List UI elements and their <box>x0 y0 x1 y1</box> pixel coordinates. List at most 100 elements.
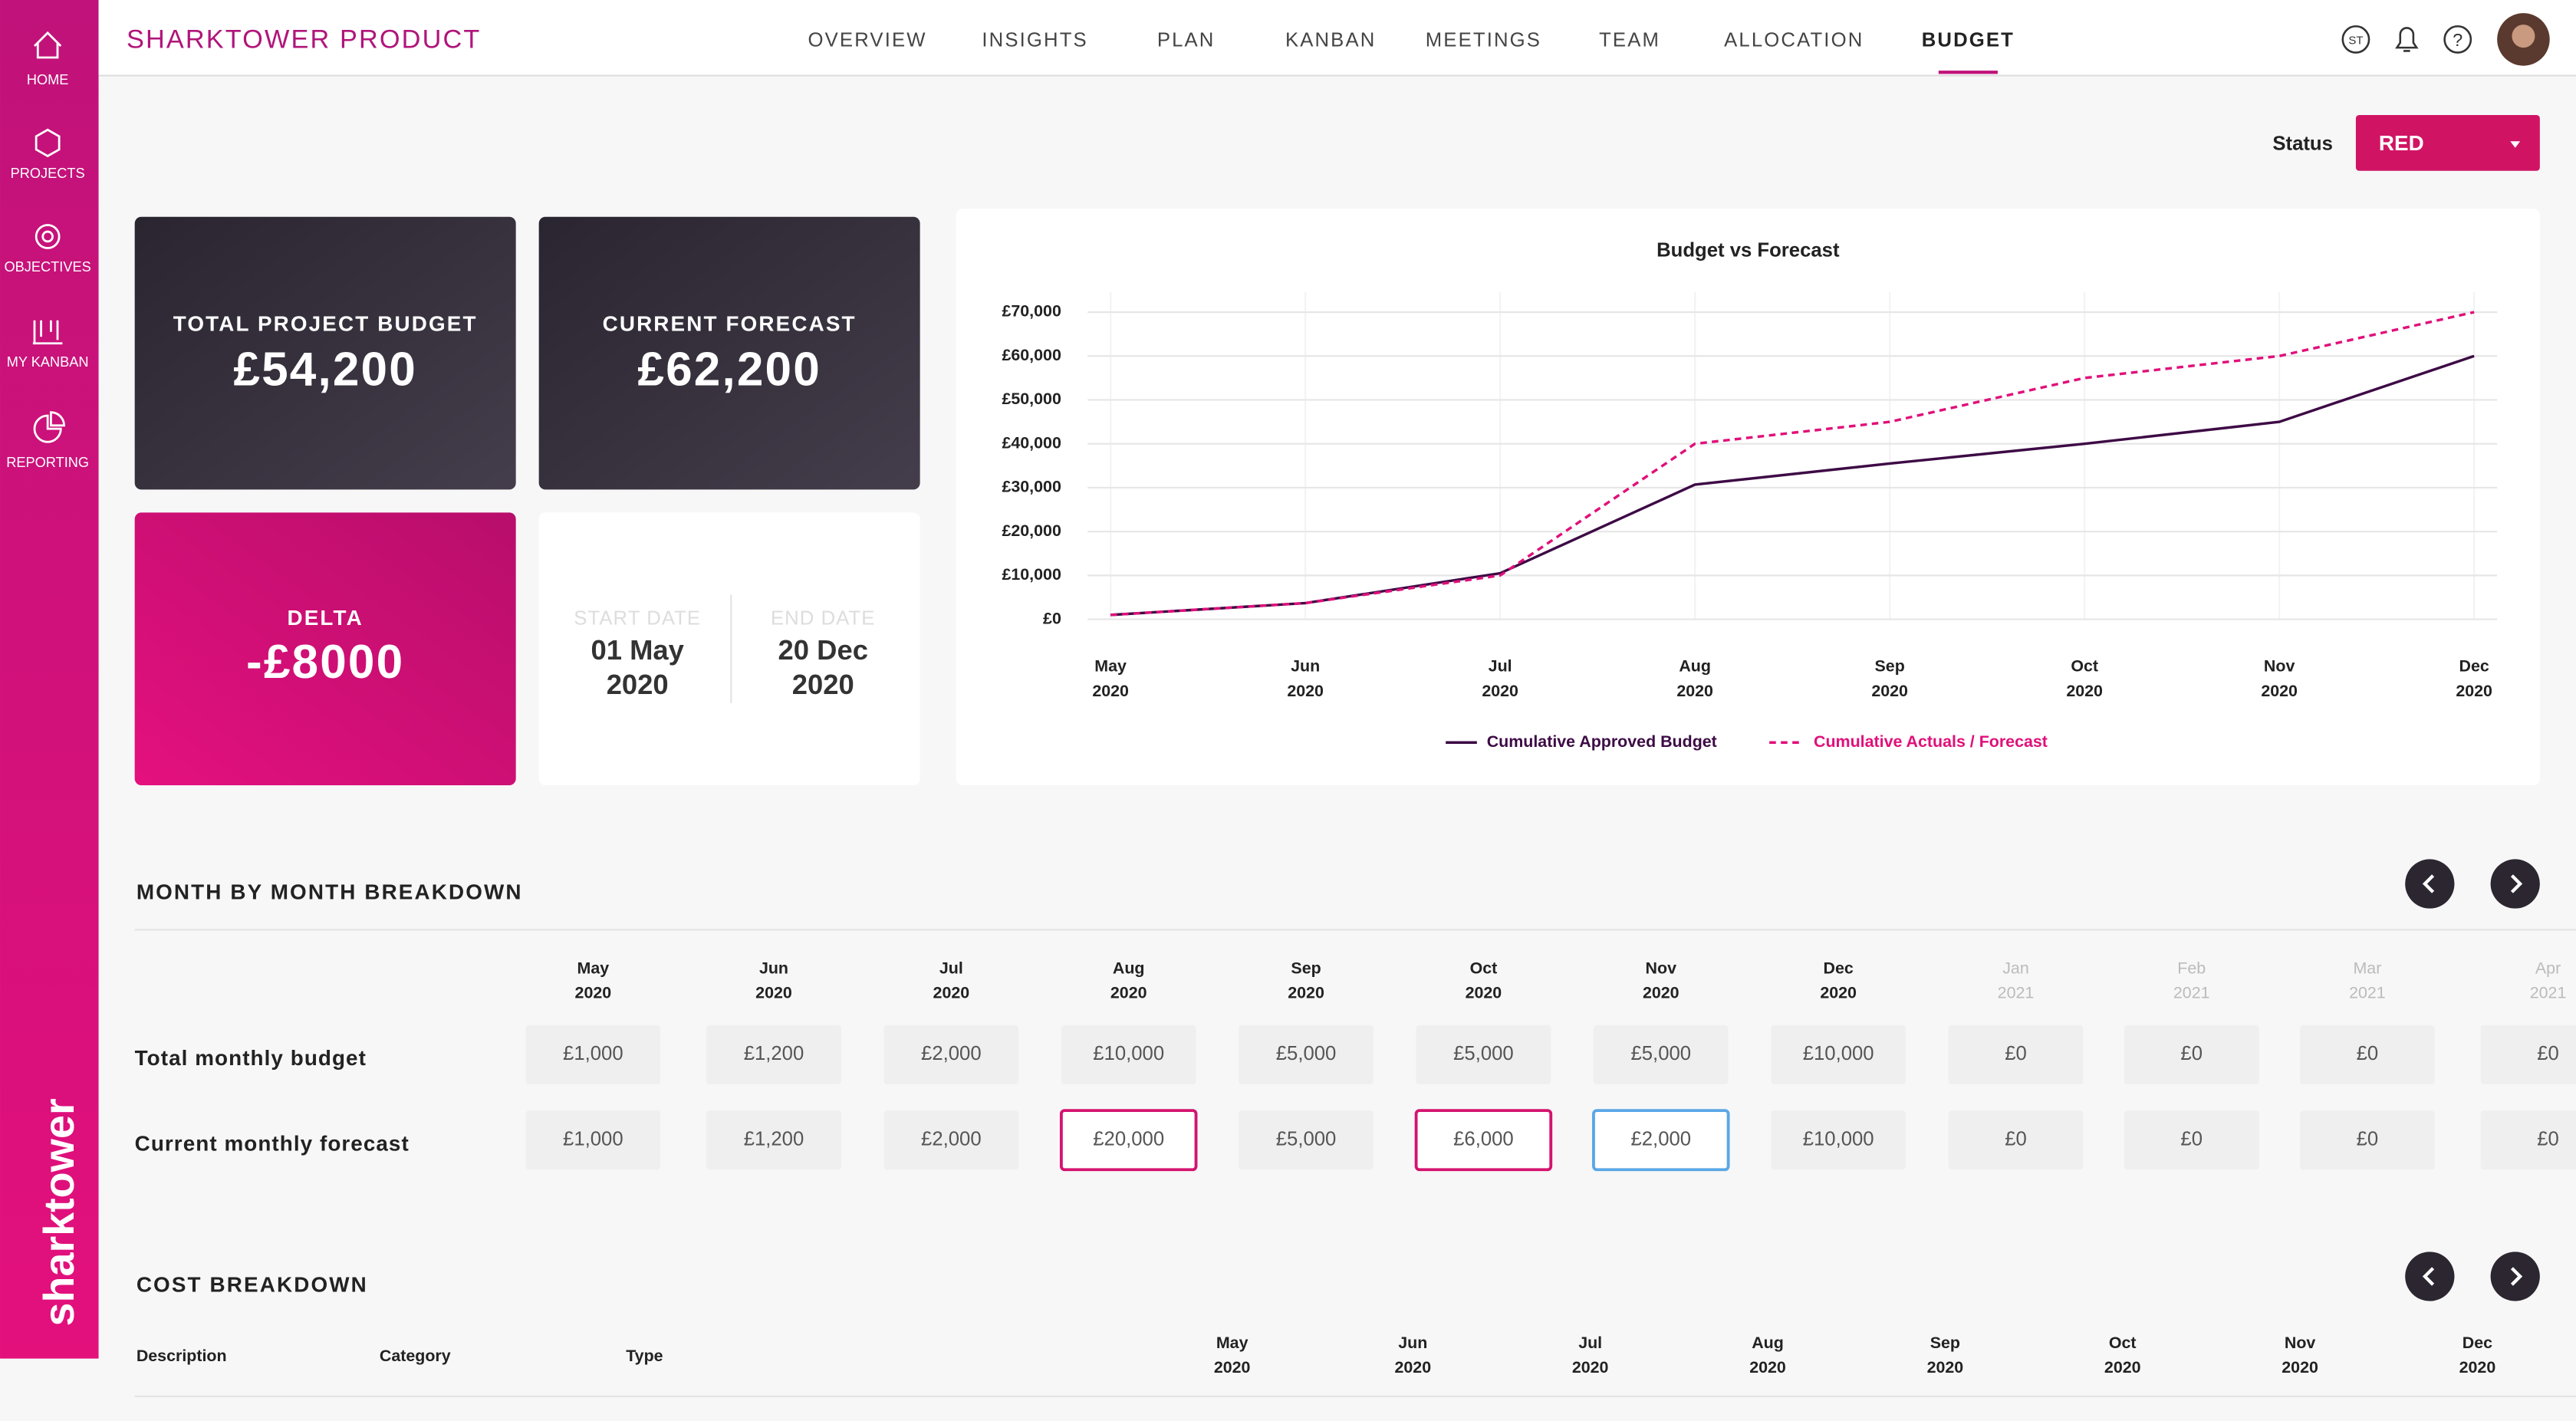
home-icon[interactable] <box>34 31 62 59</box>
column-month: Oct <box>1470 959 1498 978</box>
card-value: £62,200 <box>637 344 821 396</box>
help-glyph: ? <box>2453 30 2462 50</box>
input-cell[interactable] <box>2124 1110 2259 1170</box>
column-year: 2020 <box>1110 984 1147 1002</box>
next-button[interactable] <box>2490 859 2540 909</box>
start-year: 2020 <box>607 669 669 700</box>
input-cell[interactable] <box>1239 1110 1374 1170</box>
input-cell[interactable] <box>525 1110 661 1170</box>
input-cell[interactable] <box>2124 1025 2259 1084</box>
y-tick-label: £60,000 <box>1002 346 1061 364</box>
input-cell[interactable] <box>706 1025 841 1084</box>
forecast-card <box>538 216 920 490</box>
nav-item[interactable]: INSIGHTS <box>982 29 1087 51</box>
input-cell[interactable] <box>1771 1110 1906 1170</box>
column-year: 2020 <box>1466 984 1502 1002</box>
cell-value: £10,000 <box>1803 1128 1874 1150</box>
dates-card <box>538 512 920 785</box>
input-cell[interactable] <box>706 1110 841 1170</box>
cell-value: £10,000 <box>1093 1043 1164 1064</box>
column-month: Aug <box>1113 959 1145 978</box>
status-label: Status <box>2272 133 2333 154</box>
column-year: 2020 <box>1820 984 1857 1002</box>
y-tick-label: £0 <box>1043 609 1061 627</box>
nav-item[interactable]: KANBAN <box>1285 29 1377 51</box>
input-cell[interactable] <box>525 1025 661 1084</box>
column-year: 2020 <box>1288 984 1324 1002</box>
input-cell[interactable] <box>1414 1109 1553 1172</box>
status-value: RED <box>2379 131 2424 155</box>
input-cell[interactable] <box>883 1110 1019 1170</box>
row-label: Total monthly budget <box>135 1046 367 1070</box>
user-badge[interactable] <box>2341 25 2370 54</box>
nav-item[interactable]: TEAM <box>1599 29 1660 51</box>
input-cell[interactable] <box>883 1025 1019 1084</box>
x-tick-label: Sep 2020 <box>1871 656 1908 699</box>
reporting-icon[interactable] <box>33 411 65 443</box>
series-line <box>1110 311 2475 617</box>
input-cell[interactable] <box>1239 1025 1374 1084</box>
help-icon[interactable] <box>2443 25 2472 54</box>
objectives-icon[interactable] <box>35 224 61 249</box>
notifications-icon[interactable] <box>2395 27 2419 52</box>
input-cell[interactable] <box>2480 1025 2576 1084</box>
cost-year: 2020 <box>1749 1358 1786 1377</box>
column-month: Jun <box>759 959 788 978</box>
budget-card <box>134 216 516 490</box>
projects-icon[interactable] <box>35 128 61 158</box>
cell-value: £0 <box>2357 1128 2379 1150</box>
cost-year: 2020 <box>1394 1358 1431 1377</box>
prev-button[interactable] <box>2405 1252 2455 1301</box>
header-icons <box>2341 25 2472 54</box>
status-dropdown[interactable] <box>2355 114 2540 171</box>
end-label: END DATE <box>771 607 876 629</box>
card-label: CURRENT FORECAST <box>603 312 857 336</box>
cell-value: £0 <box>2357 1043 2379 1064</box>
cell-value: £20,000 <box>1093 1128 1164 1150</box>
nav-item[interactable]: BUDGET <box>1922 29 2015 51</box>
y-tick-label: £20,000 <box>1002 521 1061 540</box>
nav-item[interactable]: MEETINGS <box>1426 29 1541 51</box>
cost-month: Sep <box>1930 1334 1960 1352</box>
input-cell[interactable] <box>1948 1110 2084 1170</box>
cost-column: Category <box>380 1347 451 1365</box>
column-year: 2021 <box>2349 984 2386 1002</box>
input-cell[interactable] <box>1948 1025 2084 1084</box>
nav-item[interactable]: ALLOCATION <box>1724 29 1864 51</box>
input-cell[interactable] <box>2300 1025 2435 1084</box>
cell-value: £0 <box>2005 1043 2027 1064</box>
input-cell[interactable] <box>1593 1025 1729 1084</box>
cell-value: £1,200 <box>744 1128 804 1150</box>
nav-item[interactable]: OVERVIEW <box>808 29 927 51</box>
column-month: Apr <box>2535 959 2561 978</box>
next-button[interactable] <box>2490 1252 2540 1301</box>
column-month: Nov <box>1646 959 1677 978</box>
input-cell[interactable] <box>1416 1025 1551 1084</box>
prev-button[interactable] <box>2405 859 2455 909</box>
y-tick-label: £50,000 <box>1002 390 1061 408</box>
y-tick-label: £10,000 <box>1002 565 1061 584</box>
kanban-icon[interactable] <box>32 320 63 345</box>
cost-month: Jul <box>1578 1334 1602 1352</box>
cost-title: COST BREAKDOWN <box>137 1273 368 1297</box>
cell-value: £1,000 <box>563 1043 623 1064</box>
input-cell[interactable] <box>1592 1109 1730 1172</box>
column-month: Dec <box>1823 959 1853 978</box>
input-cell[interactable] <box>2300 1110 2435 1170</box>
sidebar-label: PROJECTS <box>11 166 85 181</box>
cell-value: £0 <box>2180 1043 2203 1064</box>
cell-value: £2,000 <box>921 1128 982 1150</box>
input-cell[interactable] <box>2480 1110 2576 1170</box>
input-cell[interactable] <box>1059 1109 1198 1172</box>
input-cell[interactable] <box>1061 1025 1196 1084</box>
cost-month: Dec <box>2462 1334 2492 1352</box>
sidebar <box>0 0 99 1359</box>
avatar-face <box>2512 25 2535 48</box>
cell-value: £10,000 <box>1803 1043 1874 1064</box>
dropdown-caret <box>2510 141 2521 148</box>
nav-item[interactable]: PLAN <box>1157 29 1216 51</box>
cost-column: Type <box>626 1347 663 1365</box>
input-cell[interactable] <box>1771 1025 1906 1084</box>
